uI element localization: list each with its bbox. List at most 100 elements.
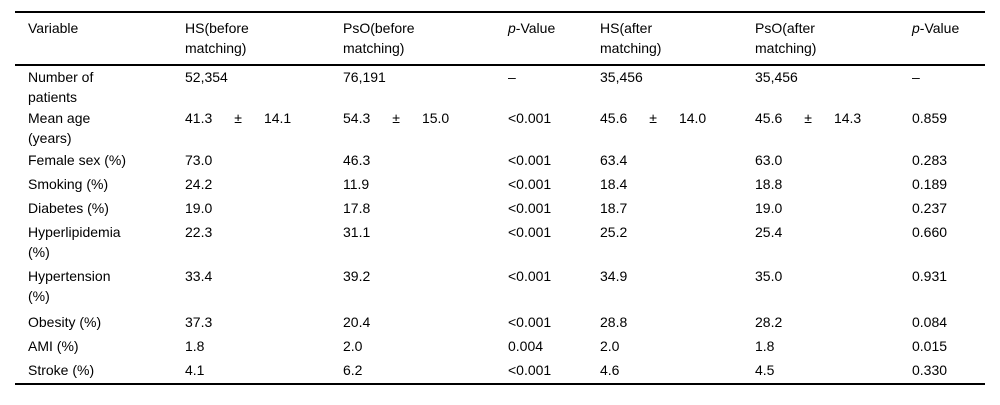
cell-hs-before: 1.8 <box>185 338 205 354</box>
sd: 14.0 <box>678 110 707 126</box>
cell-hs-after: 18.4 <box>600 176 628 192</box>
cell-pso-after: 19.0 <box>755 200 783 216</box>
column-header-hs-after: HS(after matching) <box>600 12 755 65</box>
table-row-stroke: Stroke (%) 4.1 6.2 <0.001 4.6 4.5 0.330 <box>15 359 985 384</box>
cell-p-after: 0.015 <box>912 338 948 354</box>
cell-hs-before: 4.1 <box>185 362 205 378</box>
cell-p-before: <0.001 <box>508 314 552 330</box>
sd: 15.0 <box>421 110 450 126</box>
cell-hs-before: 41.3 ± 14.1 <box>185 107 343 149</box>
sd: 14.3 <box>833 110 862 126</box>
cell-hs-after: 25.2 <box>600 224 628 240</box>
cell-p-after: 0.931 <box>912 268 948 284</box>
p-italic: p <box>508 20 516 36</box>
plus-minus-sign: ± <box>392 110 400 126</box>
row-label: Hypertension (%) <box>28 268 111 304</box>
cell-pso-before: 46.3 <box>343 152 371 168</box>
cell-p-before: 0.004 <box>508 338 544 354</box>
cell-hs-before: 73.0 <box>185 152 213 168</box>
mean: 45.6 <box>755 110 783 126</box>
column-header-variable: Variable <box>15 12 185 65</box>
mean-sd-value: 41.3 ± 14.1 <box>185 108 343 128</box>
column-header-p-value-after: p-Value <box>912 12 985 65</box>
table-row-smoking: Smoking (%) 24.2 11.9 <0.001 18.4 18.8 0… <box>15 173 985 197</box>
mean: 54.3 <box>343 110 371 126</box>
row-label: Number of patients <box>28 69 94 105</box>
cell-p-before: – <box>508 69 516 85</box>
column-header-pso-after: PsO(after matching) <box>755 12 912 65</box>
cell-hs-before: 52,354 <box>185 69 228 85</box>
cell-p-before: <0.001 <box>508 176 552 192</box>
row-label: Smoking (%) <box>28 176 109 192</box>
plus-minus-sign: ± <box>649 110 657 126</box>
cell-p-after: 0.283 <box>912 152 948 168</box>
cell-hs-before: 19.0 <box>185 200 213 216</box>
cell-pso-after: 63.0 <box>755 152 783 168</box>
p-italic: p <box>912 20 920 36</box>
row-label: Diabetes (%) <box>28 200 109 216</box>
column-header-hs-before: HS(before matching) <box>185 12 343 65</box>
cell-p-before: <0.001 <box>508 200 552 216</box>
table-row-diabetes: Diabetes (%) 19.0 17.8 <0.001 18.7 19.0 … <box>15 197 985 221</box>
cell-p-before: <0.001 <box>508 224 552 240</box>
cell-hs-after: 2.0 <box>600 338 620 354</box>
mean: 41.3 <box>185 110 213 126</box>
table-row-hypertension: Hypertension (%) 33.4 39.2 <0.001 34.9 3… <box>15 265 985 311</box>
row-label: AMI (%) <box>28 338 79 354</box>
cell-pso-after: 1.8 <box>755 338 775 354</box>
cell-hs-after: 45.6 ± 14.0 <box>600 107 755 149</box>
cell-pso-before: 11.9 <box>343 176 370 192</box>
cell-pso-before: 76,191 <box>343 69 386 85</box>
column-header-label: HS(after matching) <box>600 20 662 56</box>
column-header-p-value-before: p-Value <box>508 12 600 65</box>
p-value-suffix: -Value <box>919 20 960 36</box>
cell-hs-before: 24.2 <box>185 176 213 192</box>
cell-pso-before: 39.2 <box>343 268 371 284</box>
cell-hs-after: 28.8 <box>600 314 628 330</box>
cell-pso-before: 31.1 <box>343 224 371 240</box>
table-row-mean-age: Mean age (years) 41.3 ± 14.1 54.3 ± 15.0 <box>15 107 985 149</box>
cell-pso-after: 35,456 <box>755 69 798 85</box>
cell-hs-after: 4.6 <box>600 362 620 378</box>
cell-pso-before: 54.3 ± 15.0 <box>343 107 508 149</box>
row-label: Mean age (years) <box>28 110 91 146</box>
sd: 14.1 <box>263 110 292 126</box>
column-header-label: PsO(after matching) <box>755 20 817 56</box>
cell-p-after: 0.084 <box>912 314 948 330</box>
row-label: Hyperlipidemia (%) <box>28 224 121 260</box>
row-label: Female sex (%) <box>28 152 127 168</box>
table-row-female-sex: Female sex (%) 73.0 46.3 <0.001 63.4 63.… <box>15 149 985 173</box>
cell-p-after: 0.330 <box>912 362 948 378</box>
cell-hs-after: 18.7 <box>600 200 628 216</box>
p-value-suffix: -Value <box>515 20 556 36</box>
cell-pso-after: 28.2 <box>755 314 783 330</box>
cell-p-after: 0.237 <box>912 200 948 216</box>
cell-p-before: <0.001 <box>508 362 552 378</box>
cell-pso-after: 45.6 ± 14.3 <box>755 107 912 149</box>
cell-p-after: 0.660 <box>912 224 948 240</box>
cell-hs-before: 22.3 <box>185 224 213 240</box>
mean: 45.6 <box>600 110 628 126</box>
cell-pso-after: 4.5 <box>755 362 775 378</box>
cell-p-after: – <box>912 69 920 85</box>
cell-p-after: 0.189 <box>912 176 948 192</box>
mean-sd-value: 54.3 ± 15.0 <box>343 108 508 128</box>
cell-pso-before: 20.4 <box>343 314 371 330</box>
mean-sd-value: 45.6 ± 14.0 <box>600 108 755 128</box>
plus-minus-sign: ± <box>234 110 242 126</box>
column-header-label: HS(before matching) <box>185 20 249 56</box>
cell-hs-after: 63.4 <box>600 152 628 168</box>
column-header-label: Variable <box>28 20 79 36</box>
cell-pso-before: 17.8 <box>343 200 371 216</box>
mean-sd-value: 45.6 ± 14.3 <box>755 108 912 128</box>
row-label: Stroke (%) <box>28 362 95 378</box>
table-row-obesity: Obesity (%) 37.3 20.4 <0.001 28.8 28.2 0… <box>15 311 985 335</box>
cell-p-after: 0.859 <box>912 110 948 126</box>
cell-hs-after: 35,456 <box>600 69 643 85</box>
column-header-label: PsO(before matching) <box>343 20 415 56</box>
cell-p-before: <0.001 <box>508 268 552 284</box>
cell-pso-after: 18.8 <box>755 176 783 192</box>
cell-pso-after: 25.4 <box>755 224 783 240</box>
header-row: Variable HS(before matching) PsO(before … <box>15 12 985 65</box>
